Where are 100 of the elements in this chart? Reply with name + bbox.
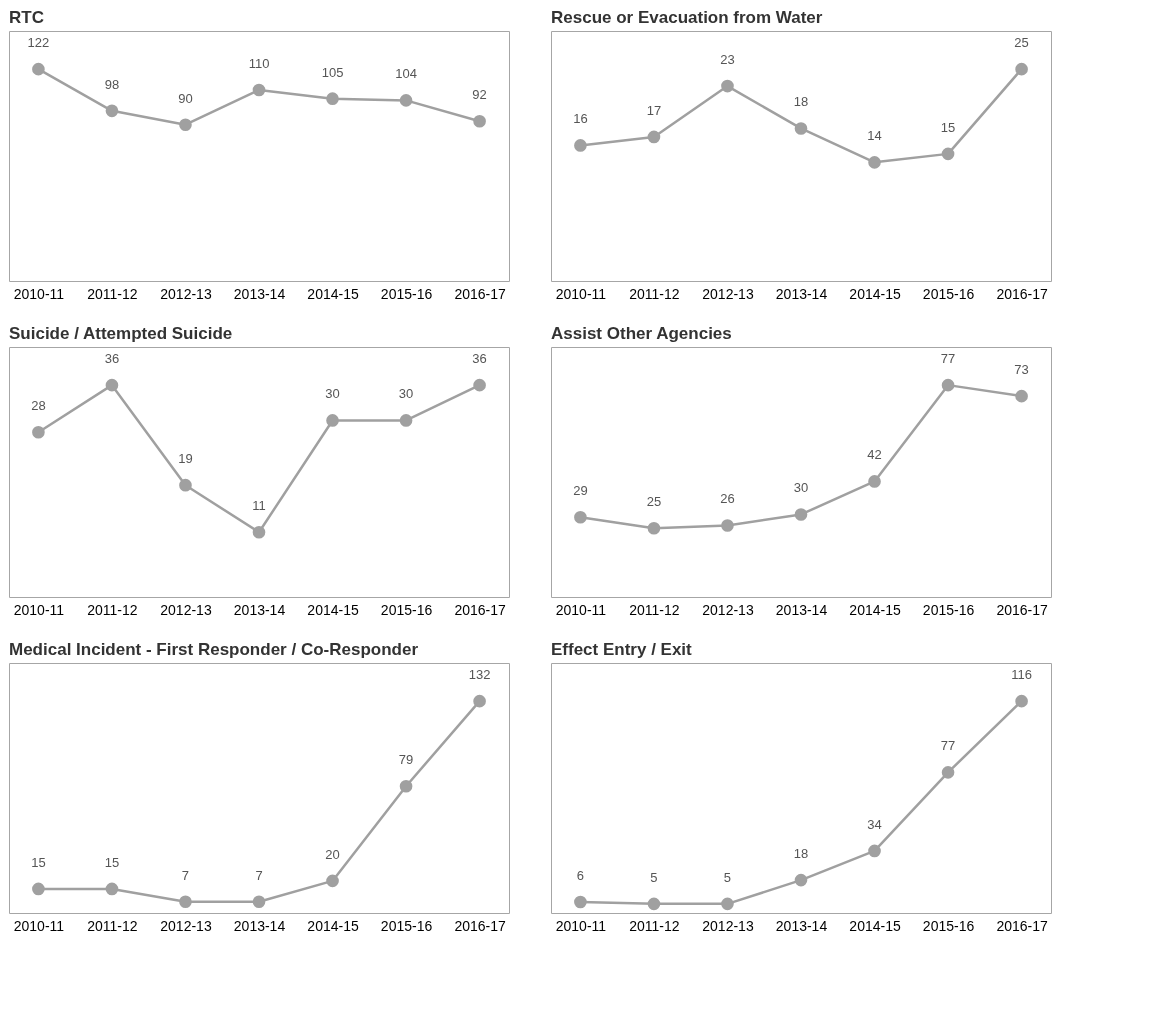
point	[179, 895, 192, 909]
data-label: 19	[178, 451, 193, 467]
data-label: 25	[646, 494, 662, 510]
data-label: 73	[1014, 362, 1029, 378]
point	[399, 779, 413, 793]
point	[794, 122, 808, 135]
chart-title: Assist Other Agencies	[551, 324, 732, 343]
point	[252, 83, 266, 97]
point	[574, 895, 587, 909]
x-tick-label: 2012-13	[702, 601, 754, 618]
chart-title: Rescue or Evacuation from Water	[551, 8, 823, 27]
x-tick-label: 2016-17	[996, 601, 1048, 618]
data-label: 34	[867, 816, 882, 832]
x-tick-label: 2015-16	[922, 601, 975, 618]
data-label: 26	[720, 491, 735, 507]
data-label: 30	[793, 480, 809, 496]
x-tick-label: 2011-12	[87, 285, 138, 302]
point	[647, 130, 661, 144]
x-tick-label: 2011-12	[87, 601, 138, 618]
point	[1015, 694, 1028, 708]
data-label: 36	[104, 351, 120, 367]
point	[473, 114, 486, 128]
point	[941, 147, 955, 161]
x-tick-label: 2010-11	[555, 285, 607, 302]
x-tick-label: 2010-11	[13, 917, 65, 934]
x-tick-label: 2011-12	[629, 285, 680, 302]
data-label: 42	[867, 447, 882, 463]
x-tick-label: 2013-14	[775, 917, 828, 934]
x-tick-label: 2016-17	[454, 601, 506, 618]
point	[868, 156, 881, 169]
point	[105, 882, 119, 896]
data-label: 30	[325, 386, 340, 402]
x-tick-label: 2012-13	[160, 917, 212, 934]
x-tick-label: 2014-15	[307, 917, 359, 934]
x-tick-label: 2011-12	[629, 601, 680, 618]
x-tick-label: 2015-16	[922, 917, 975, 934]
x-tick-label: 2013-14	[775, 285, 828, 302]
point	[647, 521, 661, 535]
data-label: 7	[181, 867, 190, 883]
data-label: 6	[576, 868, 585, 884]
data-label: 7	[255, 867, 263, 883]
point	[399, 414, 413, 427]
point	[941, 378, 955, 392]
x-tick-label: 2010-11	[555, 917, 607, 934]
point	[794, 873, 808, 887]
data-label: 79	[398, 752, 414, 768]
x-tick-label: 2013-14	[233, 601, 286, 618]
point	[105, 104, 119, 118]
data-label: 98	[104, 76, 120, 92]
chart-title: Suicide / Attempted Suicide	[9, 324, 233, 343]
data-label: 25	[1014, 35, 1029, 51]
point	[252, 895, 266, 909]
data-label: 110	[248, 55, 270, 71]
data-label: 14	[867, 128, 882, 144]
point	[574, 139, 587, 152]
data-label: 104	[395, 66, 417, 82]
x-tick-label: 2015-16	[380, 601, 433, 618]
point	[326, 874, 339, 888]
data-label: 116	[1011, 667, 1032, 683]
point	[647, 897, 661, 911]
x-tick-label: 2016-17	[454, 285, 506, 302]
x-tick-label: 2010-11	[13, 601, 65, 618]
point	[721, 79, 734, 93]
point	[399, 94, 413, 107]
data-label: 15	[104, 854, 120, 870]
x-tick-label: 2016-17	[996, 917, 1048, 934]
data-label: 132	[468, 667, 491, 683]
data-label: 18	[793, 846, 809, 862]
data-label: 18	[793, 94, 809, 110]
point	[32, 882, 45, 896]
data-label: 30	[398, 386, 414, 402]
x-tick-label: 2015-16	[380, 917, 433, 934]
x-tick-label: 2013-14	[233, 285, 286, 302]
x-tick-label: 2011-12	[87, 917, 138, 934]
x-tick-label: 2010-11	[555, 601, 607, 618]
x-tick-label: 2013-14	[775, 601, 828, 618]
data-label: 90	[178, 90, 193, 106]
data-label: 105	[321, 64, 344, 80]
x-tick-label: 2014-15	[307, 601, 359, 618]
x-tick-label: 2014-15	[307, 285, 359, 302]
point	[252, 525, 266, 539]
x-tick-label: 2012-13	[702, 285, 754, 302]
data-label: 15	[31, 854, 46, 870]
point	[941, 766, 955, 779]
x-tick-label: 2012-13	[160, 285, 212, 302]
data-label: 5	[650, 869, 658, 885]
point	[868, 844, 881, 858]
data-label: 77	[940, 738, 956, 754]
data-label: 11	[252, 498, 266, 514]
point	[326, 414, 339, 427]
data-label: 23	[720, 52, 735, 68]
data-label: 29	[573, 483, 588, 499]
point	[721, 897, 734, 911]
data-label: 5	[723, 869, 732, 885]
data-label: 28	[31, 398, 46, 414]
point	[32, 425, 45, 439]
point	[868, 475, 881, 488]
data-label: 17	[646, 102, 662, 118]
x-tick-label: 2012-13	[702, 917, 754, 934]
point	[326, 92, 339, 105]
